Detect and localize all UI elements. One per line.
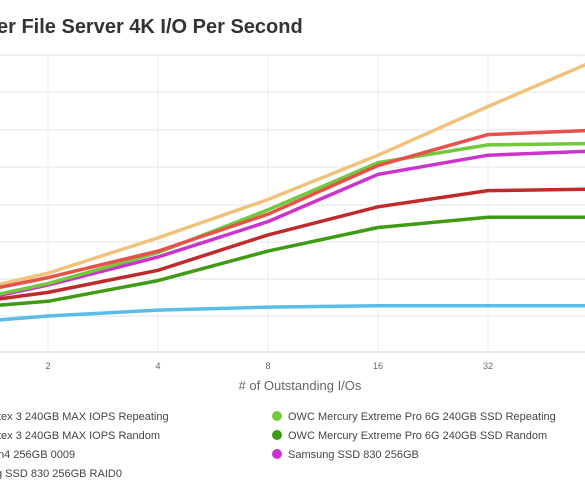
- x-tick-label: 8: [265, 361, 270, 371]
- series-lines: [0, 62, 585, 322]
- x-axis-ticks: 2 4 8 16 32: [45, 361, 493, 371]
- legend-swatch: [272, 411, 282, 421]
- legend-item: n4 256GB 0009: [0, 449, 75, 461]
- x-tick-label: 2: [45, 361, 50, 371]
- legend-label: OWC Mercury Extreme Pro 6G 240GB SSD Ran…: [288, 430, 547, 442]
- chart-title: er File Server 4K I/O Per Second: [0, 16, 303, 38]
- series-line: [0, 215, 585, 307]
- x-axis-label: # of Outstanding I/Os: [239, 378, 362, 393]
- legend-item: tex 3 240GB MAX IOPS Random: [0, 430, 160, 442]
- grid: [0, 54, 585, 353]
- x-tick-label: 32: [483, 361, 493, 371]
- legend-item: OWC Mercury Extreme Pro 6G 240GB SSD Rep…: [272, 411, 556, 423]
- legend-label: g SSD 830 256GB RAID0: [0, 468, 122, 480]
- legend-item: tex 3 240GB MAX IOPS Repeating: [0, 411, 169, 423]
- series-line: [0, 128, 585, 290]
- x-tick-label: 16: [373, 361, 383, 371]
- x-tick-label: 4: [155, 361, 160, 371]
- legend-swatch: [272, 430, 282, 440]
- legend: tex 3 240GB MAX IOPS Repeating tex 3 240G…: [0, 411, 556, 480]
- legend-item: OWC Mercury Extreme Pro 6G 240GB SSD Ran…: [272, 430, 547, 442]
- series-line: [0, 303, 585, 322]
- legend-label: tex 3 240GB MAX IOPS Repeating: [0, 411, 169, 423]
- legend-label: n4 256GB 0009: [0, 449, 75, 461]
- legend-item: Samsung SSD 830 256GB: [272, 449, 419, 461]
- series-line: [0, 62, 585, 286]
- legend-swatch: [272, 449, 282, 459]
- legend-label: Samsung SSD 830 256GB: [288, 449, 419, 461]
- series-line: [0, 187, 585, 301]
- legend-label: tex 3 240GB MAX IOPS Random: [0, 430, 160, 442]
- legend-item: g SSD 830 256GB RAID0: [0, 468, 122, 480]
- legend-label: OWC Mercury Extreme Pro 6G 240GB SSD Rep…: [288, 411, 556, 423]
- series-line: [0, 141, 585, 296]
